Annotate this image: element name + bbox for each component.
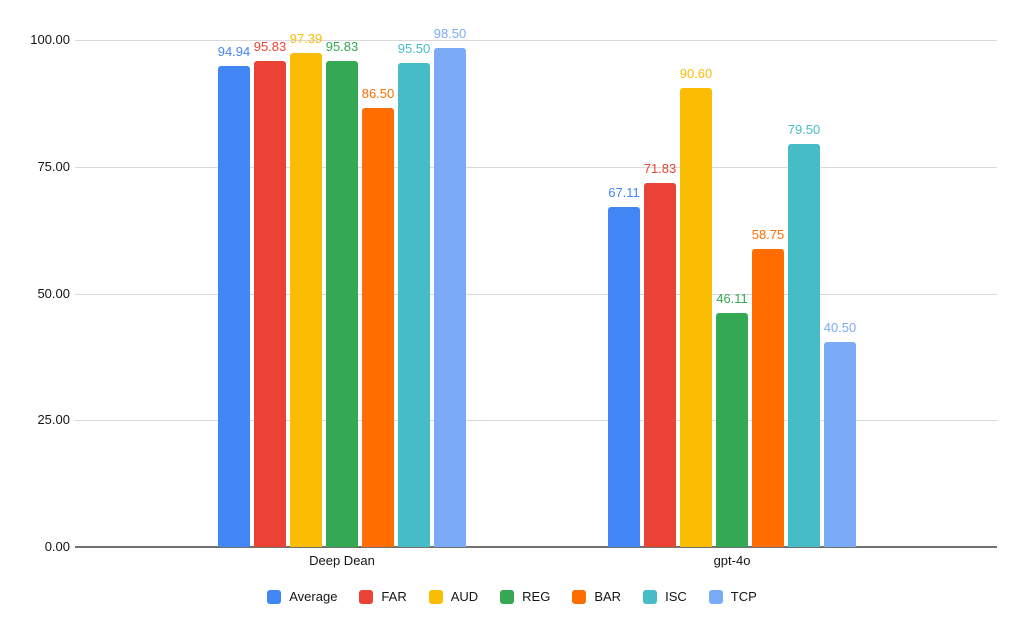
gridline (75, 166, 997, 168)
bar-average: 67.11 (608, 185, 640, 547)
gridline (75, 40, 997, 41)
legend-swatch (643, 589, 658, 604)
gridline (75, 293, 997, 295)
bar-value-label: 90.60 (679, 65, 713, 81)
bar-value-label: 95.83 (325, 39, 359, 55)
legend-label: Average (289, 589, 338, 604)
legend-label: TCP (730, 589, 757, 604)
legend-item-far: FAR (359, 589, 407, 604)
bar-isc: 95.50 (398, 41, 430, 547)
bar-value-label: 79.50 (787, 121, 821, 137)
bar-bar: 86.50 (362, 86, 394, 547)
bar-value-label: 71.83 (643, 160, 677, 176)
bar-isc: 79.50 (788, 122, 820, 547)
bar-far: 95.83 (254, 39, 286, 547)
legend-item-tcp: TCP (708, 589, 757, 604)
legend-item-reg: REG (500, 589, 550, 604)
bar-value-label: 95.83 (253, 39, 287, 55)
legend-swatch (708, 589, 723, 604)
legend: Average FAR AUD REG BAR ISC TCP (0, 589, 1024, 604)
bar-value-label: 95.50 (397, 40, 431, 56)
bar-average: 94.94 (218, 44, 250, 547)
legend-swatch (500, 589, 515, 604)
category-group: 94.94 95.83 97.39 95.83 86.50 95.50 98.50 (218, 26, 466, 547)
legend-item-isc: ISC (643, 589, 687, 604)
x-axis-category-label: Deep Dean (309, 553, 375, 568)
legend-item-bar: BAR (572, 589, 621, 604)
bar-tcp: 98.50 (434, 26, 466, 547)
bar-value-label: 94.94 (217, 43, 251, 59)
bar-value-label: 98.50 (433, 25, 467, 41)
bar-far: 71.83 (644, 161, 676, 547)
legend-swatch (359, 589, 374, 604)
legend-label: FAR (381, 589, 407, 604)
y-axis-tick-label: 0.00 (44, 539, 70, 554)
bar-bar: 58.75 (752, 227, 784, 547)
y-axis-tick-label: 50.00 (37, 285, 70, 301)
x-axis-category-label: gpt-4o (713, 553, 751, 568)
bar-tcp: 40.50 (824, 320, 856, 547)
legend-item-average: Average (267, 589, 337, 604)
legend-label: BAR (594, 589, 622, 604)
bar-value-label: 46.11 (716, 291, 748, 307)
y-axis-tick-label: 75.00 (37, 158, 70, 174)
bar-value-label: 97.39 (289, 31, 323, 47)
legend-label: REG (522, 589, 551, 604)
bar-value-label: 40.50 (823, 319, 857, 335)
bar-reg: 46.11 (716, 291, 748, 547)
legend-swatch (428, 589, 443, 604)
legend-label: ISC (665, 589, 687, 604)
y-axis-tick-label: 25.00 (37, 412, 70, 428)
bar-reg: 95.83 (326, 39, 358, 547)
category-group: 67.11 71.83 90.60 46.11 58.75 79.50 40.50 (608, 66, 856, 547)
gridline (75, 546, 997, 548)
bar-value-label: 58.75 (751, 227, 785, 243)
legend-item-aud: AUD (428, 589, 479, 604)
legend-swatch (267, 589, 282, 604)
gridline (75, 420, 997, 422)
legend-swatch (572, 589, 587, 604)
bar-value-label: 86.50 (361, 86, 395, 102)
y-axis-tick-label: 100.00 (30, 32, 70, 47)
bar-aud: 97.39 (290, 31, 322, 547)
legend-label: AUD (450, 589, 479, 604)
bar-value-label: 67.11 (608, 184, 640, 200)
bar-aud: 90.60 (680, 66, 712, 547)
